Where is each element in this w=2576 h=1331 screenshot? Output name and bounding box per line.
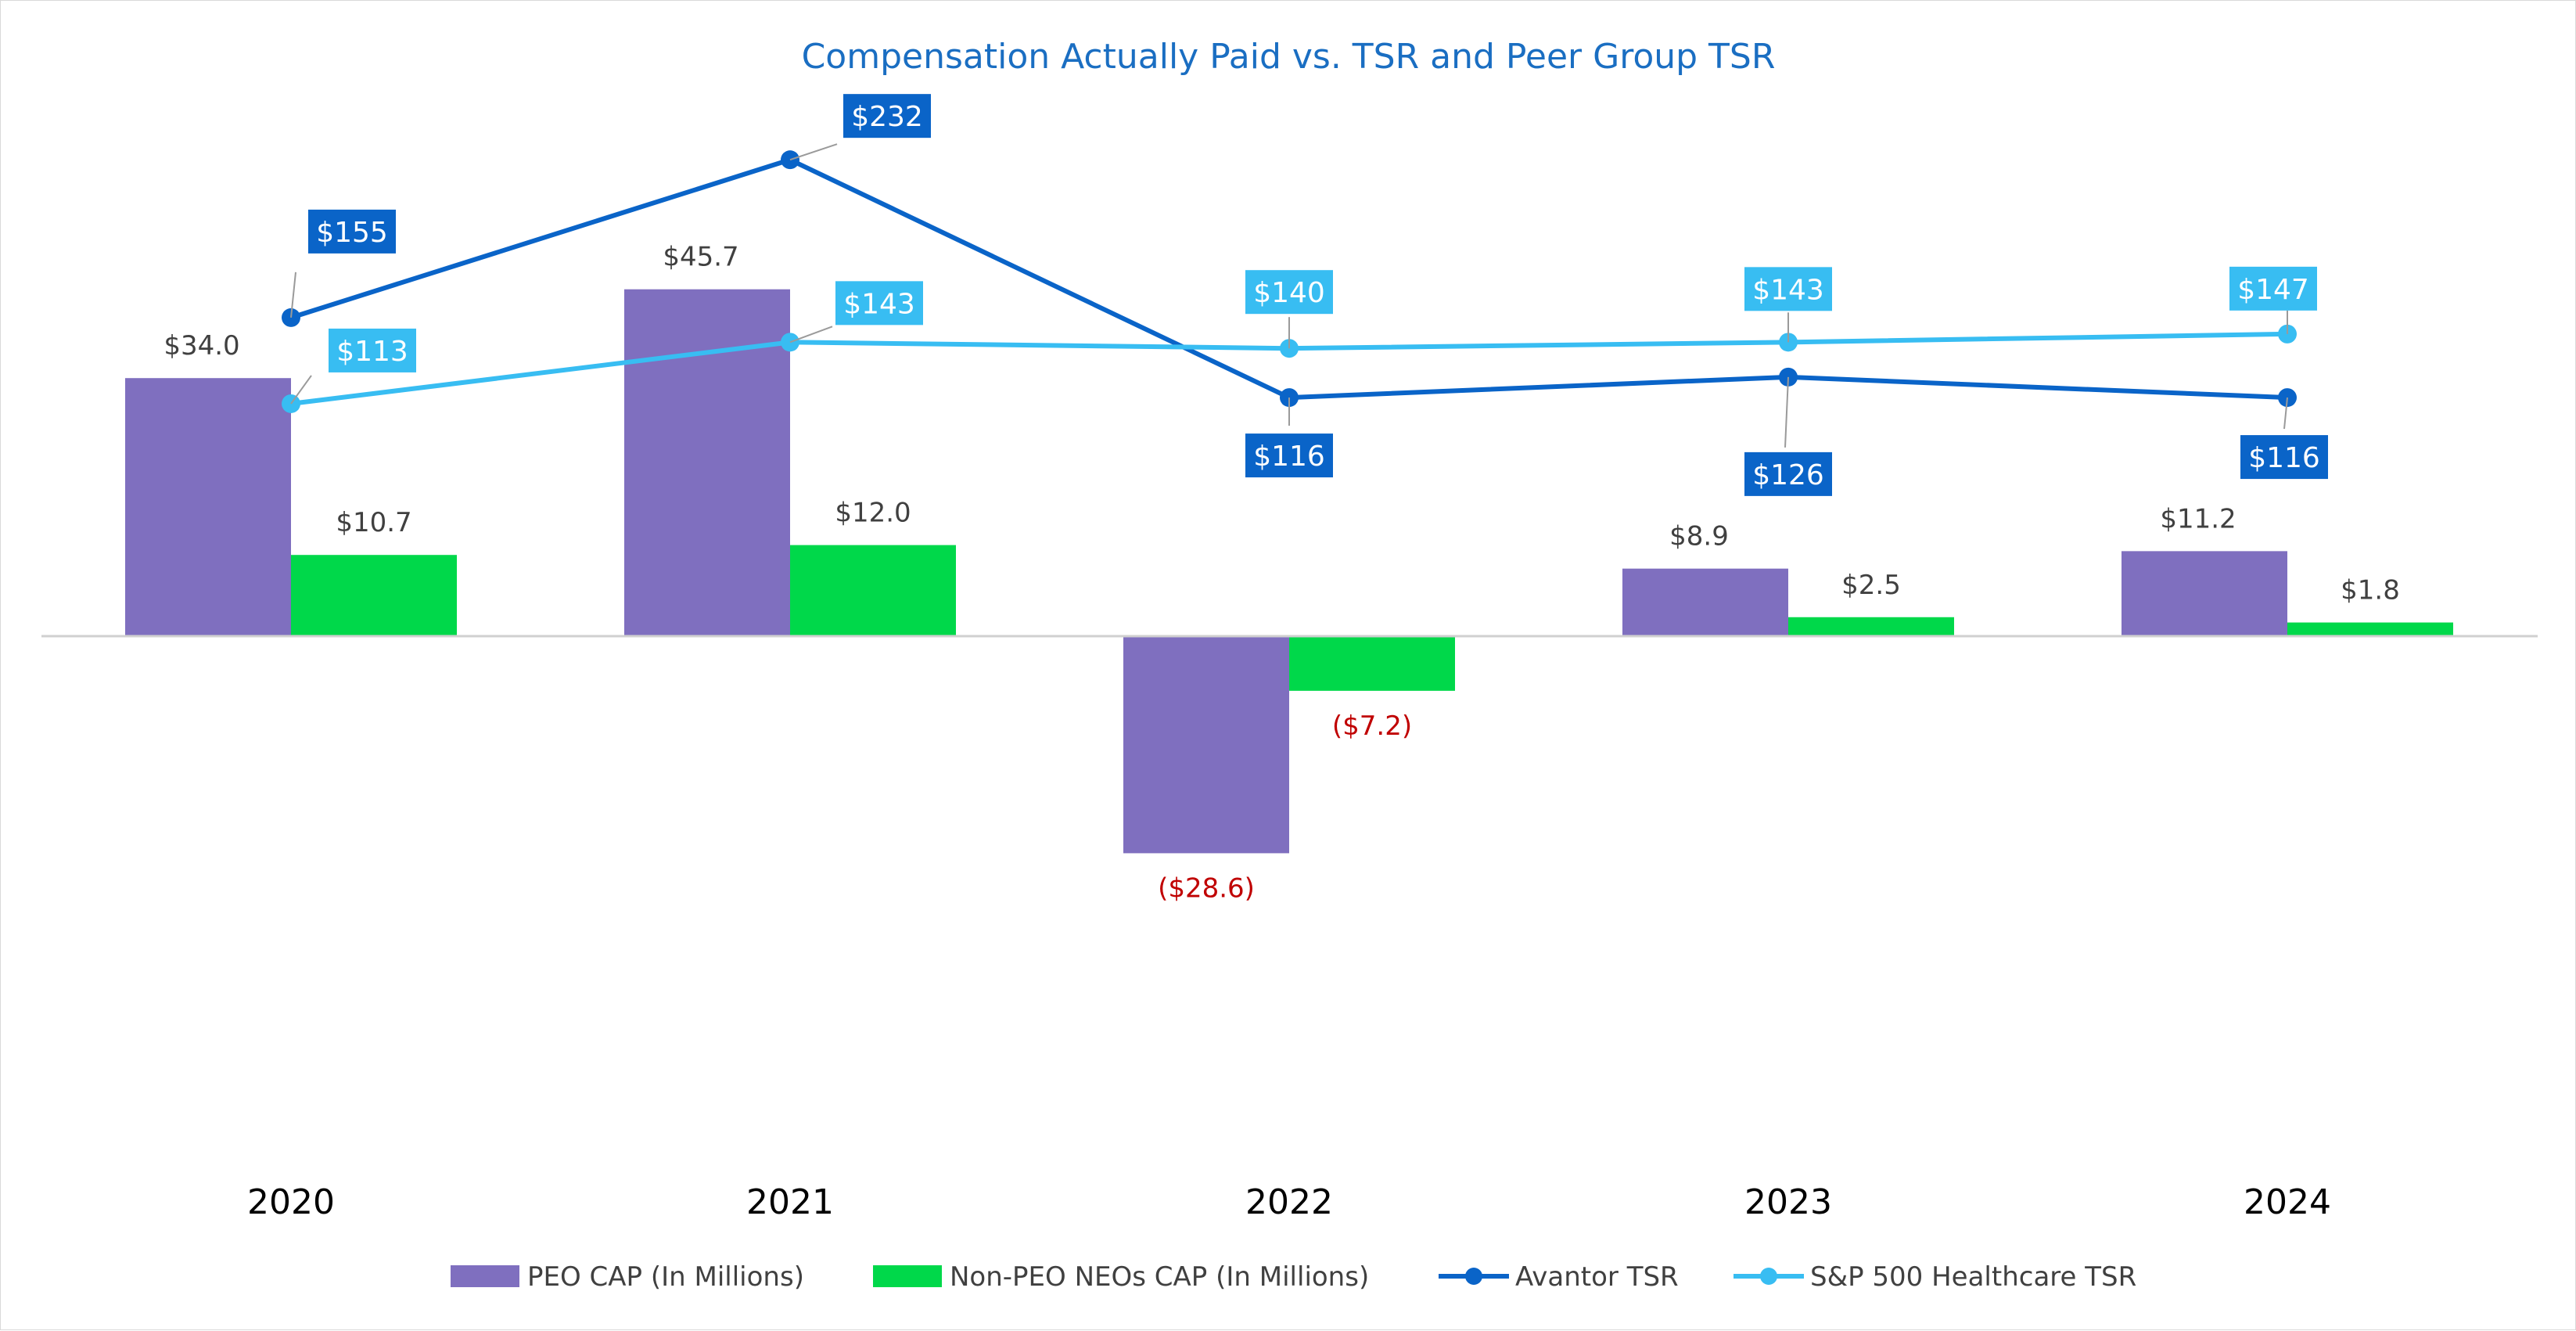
bar-non-peo-cap-2024	[2287, 622, 2453, 636]
bar-peo-cap-2021	[624, 289, 790, 636]
x-tick-label-2021: 2021	[746, 1182, 834, 1222]
tsr-label-avantor-2021: $232	[851, 101, 923, 133]
tsr-label-sp500-2022: $140	[1253, 277, 1325, 309]
tsr-label-box-avantor-2023	[1744, 451, 1832, 496]
tsr-label-sp500-2023: $143	[1752, 274, 1824, 306]
leader-line-sp500-2020	[290, 375, 312, 405]
tsr-label-box-avantor-2024	[2240, 435, 2328, 480]
bar-label-peo-cap-2020: $34.0	[163, 330, 239, 362]
bar-non-peo-cap-2022	[1289, 636, 1455, 691]
tsr-label-avantor-2022: $116	[1253, 441, 1325, 473]
leader-line-sp500-2021	[789, 326, 833, 344]
tsr-label-avantor-2020: $155	[316, 217, 388, 249]
bar-peo-cap-2024	[2122, 551, 2287, 636]
leader-line-avantor-2024	[2283, 397, 2288, 430]
legend-label-3: S&P 500 Healthcare TSR	[1810, 1261, 2136, 1293]
x-tick-label-2022: 2022	[1245, 1182, 1333, 1222]
bar-non-peo-cap-2021	[790, 545, 956, 636]
bar-label-non-peo-cap-2023: $2.5	[1841, 570, 1901, 601]
legend-label-1: Non-PEO NEOs CAP (In Millions)	[950, 1261, 1369, 1293]
tsr-label-box-avantor-2020	[308, 209, 396, 254]
tsr-label-box-avantor-2021	[843, 94, 931, 138]
x-axis: 2020 2021 2022 2023 2024	[247, 1182, 2331, 1222]
tsr-label-avantor-2024: $116	[2248, 442, 2320, 474]
point-avantor-tsr-2024	[2278, 388, 2297, 408]
legend-swatch-marker-2	[1465, 1268, 1482, 1285]
leader-line-avantor-2021	[789, 143, 838, 161]
bar-peo-cap-2020	[125, 378, 291, 636]
legend-swatch-bar-1	[873, 1265, 942, 1287]
tsr-label-box-sp500-2021	[835, 281, 923, 326]
leader-line-avantor-2023	[1784, 376, 1789, 448]
bars-layer	[125, 289, 2453, 854]
point-avantor-tsr-2022	[1280, 388, 1299, 408]
tsr-label-box-avantor-2022	[1245, 433, 1333, 478]
tsr-label-box-sp500-2020	[329, 328, 416, 372]
bar-label-non-peo-cap-2020: $10.7	[336, 507, 411, 538]
tsr-label-box-sp500-2022	[1245, 270, 1333, 315]
bar-peo-cap-2022	[1123, 636, 1289, 854]
bar-label-non-peo-cap-2024: $1.8	[2341, 575, 2400, 606]
bar-label-peo-cap-2021: $45.7	[663, 242, 738, 273]
legend-item-0: PEO CAP (In Millions)	[451, 1261, 804, 1293]
bar-non-peo-cap-2020	[291, 555, 457, 636]
tsr-label-sp500-2024: $147	[2237, 274, 2309, 306]
tsr-label-avantor-2023: $126	[1752, 459, 1824, 491]
tsr-label-sp500-2021: $143	[843, 288, 915, 320]
leader-line-avantor-2020	[290, 272, 296, 318]
legend-item-3: S&P 500 Healthcare TSR	[1734, 1261, 2136, 1293]
legend-label-0: PEO CAP (In Millions)	[527, 1261, 804, 1293]
bar-label-peo-cap-2023: $8.9	[1669, 521, 1729, 552]
legend-item-2: Avantor TSR	[1439, 1261, 1679, 1293]
bar-non-peo-cap-2023	[1788, 617, 1954, 636]
tsr-label-box-sp500-2023	[1744, 267, 1832, 311]
tsr-label-sp500-2020: $113	[336, 336, 408, 368]
tsr-label-box-sp500-2024	[2229, 266, 2317, 311]
bar-peo-cap-2023	[1622, 568, 1788, 636]
bar-label-peo-cap-2024: $11.2	[2160, 503, 2236, 534]
legend-label-2: Avantor TSR	[1515, 1261, 1679, 1293]
bar-label-peo-cap-2022: ($28.6)	[1158, 872, 1255, 904]
legend-swatch-bar-0	[451, 1265, 519, 1287]
x-tick-label-2020: 2020	[247, 1182, 335, 1222]
legend-item-1: Non-PEO NEOs CAP (In Millions)	[873, 1261, 1369, 1293]
chart-title: Compensation Actually Paid vs. TSR and P…	[802, 37, 1776, 77]
legend: PEO CAP (In Millions) Non-PEO NEOs CAP (I…	[451, 1261, 2136, 1293]
bar-label-non-peo-cap-2022: ($7.2)	[1332, 710, 1412, 742]
bar-label-non-peo-cap-2021: $12.0	[835, 498, 911, 529]
labels-layer: $34.0 $45.7 ($28.6) $8.9 $11.2 $10.7 $12.0 ($7.…	[163, 94, 2400, 904]
x-tick-label-2023: 2023	[1744, 1182, 1832, 1222]
legend-swatch-marker-3	[1760, 1268, 1777, 1285]
x-tick-label-2024: 2024	[2244, 1182, 2331, 1222]
